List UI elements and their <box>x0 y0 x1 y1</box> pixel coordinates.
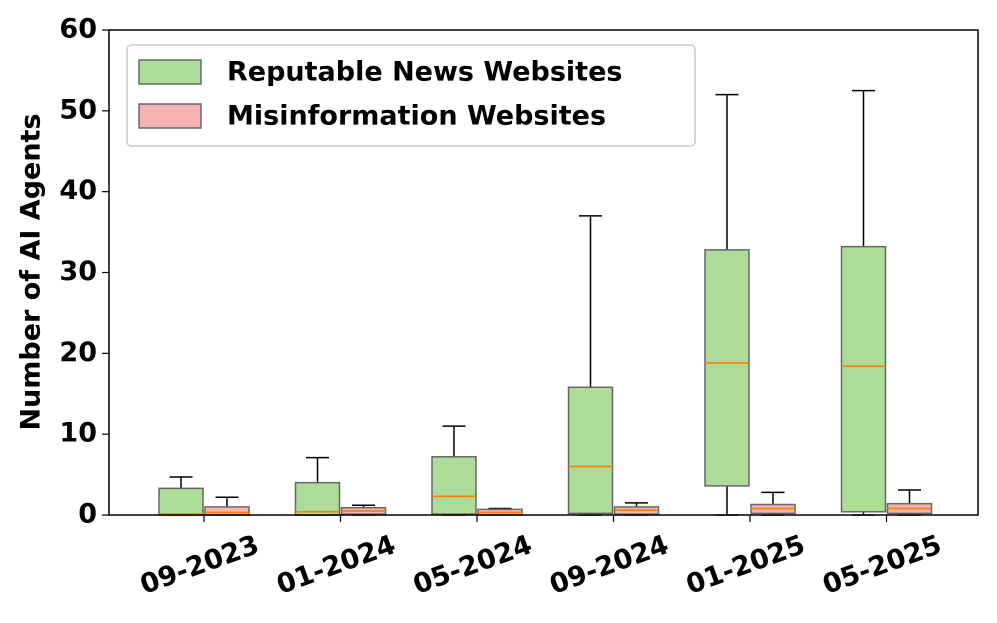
box <box>840 245 887 513</box>
x-tick-label: 09-2023 <box>136 529 263 601</box>
y-tick-label: 20 <box>59 337 97 368</box>
y-tick-label: 0 <box>78 499 97 530</box>
box <box>294 481 341 516</box>
y-tick-label: 50 <box>59 94 97 125</box>
y-axis-label: Number of AI Agents <box>16 113 47 430</box>
plot-frame <box>108 29 979 516</box>
legend-box <box>126 44 696 147</box>
box <box>431 456 477 515</box>
x-tick-label: 01-2024 <box>273 529 400 601</box>
y-tick-label: 40 <box>59 175 97 206</box>
y-tick-label: 30 <box>59 256 97 287</box>
legend-label: Reputable News Websites <box>227 57 622 88</box>
y-tick-label: 10 <box>59 418 97 449</box>
legend-swatch <box>138 59 202 85</box>
x-tick-label: 09-2024 <box>546 529 673 601</box>
x-tick-label: 05-2024 <box>409 529 536 601</box>
box <box>158 487 204 516</box>
box <box>567 386 614 515</box>
legend-label: Misinformation Websites <box>227 101 606 132</box>
x-tick-label: 05-2025 <box>819 529 946 601</box>
box <box>204 506 250 516</box>
legend-swatch <box>138 103 202 129</box>
y-tick-label: 60 <box>59 14 97 45</box>
box <box>704 249 750 487</box>
x-tick-label: 01-2025 <box>682 529 809 601</box>
